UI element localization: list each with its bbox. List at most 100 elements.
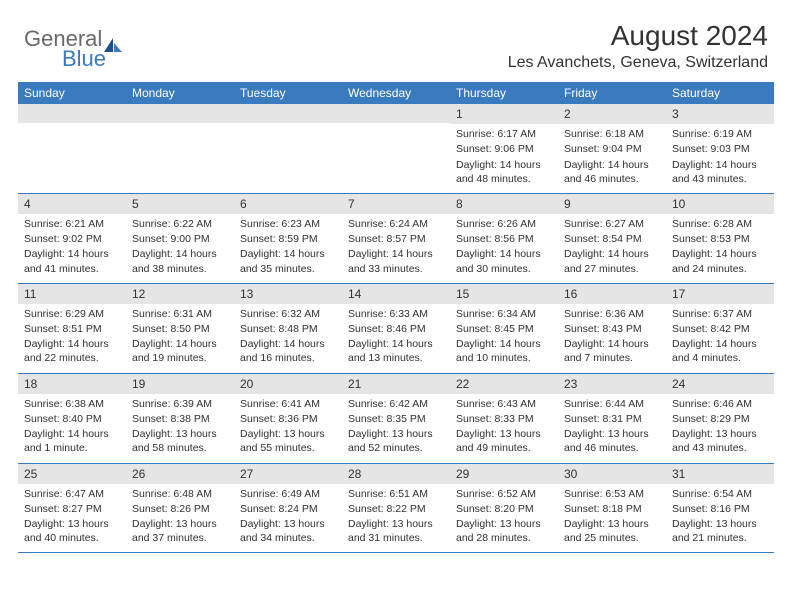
dow-header-cell: Sunday bbox=[18, 82, 126, 104]
day-number: 13 bbox=[234, 284, 342, 304]
calendar-day-cell: 16Sunrise: 6:36 AMSunset: 8:43 PMDayligh… bbox=[558, 284, 666, 373]
daylight-text: Daylight: 14 hours and 38 minutes. bbox=[132, 247, 228, 275]
sunset-text: Sunset: 8:36 PM bbox=[240, 412, 336, 426]
sunset-text: Sunset: 9:03 PM bbox=[672, 142, 768, 156]
calendar-week-row: 25Sunrise: 6:47 AMSunset: 8:27 PMDayligh… bbox=[18, 464, 774, 554]
calendar-day-cell: 28Sunrise: 6:51 AMSunset: 8:22 PMDayligh… bbox=[342, 464, 450, 553]
sunrise-text: Sunrise: 6:29 AM bbox=[24, 307, 120, 321]
day-details: Sunrise: 6:34 AMSunset: 8:45 PMDaylight:… bbox=[450, 304, 558, 373]
day-number bbox=[18, 104, 126, 123]
day-number: 31 bbox=[666, 464, 774, 484]
calendar-day-cell: 3Sunrise: 6:19 AMSunset: 9:03 PMDaylight… bbox=[666, 104, 774, 193]
calendar-day-cell: 21Sunrise: 6:42 AMSunset: 8:35 PMDayligh… bbox=[342, 374, 450, 463]
location-subtitle: Les Avanchets, Geneva, Switzerland bbox=[508, 54, 768, 72]
daylight-text: Daylight: 14 hours and 7 minutes. bbox=[564, 337, 660, 365]
sunrise-text: Sunrise: 6:51 AM bbox=[348, 487, 444, 501]
day-details: Sunrise: 6:24 AMSunset: 8:57 PMDaylight:… bbox=[342, 214, 450, 283]
daylight-text: Daylight: 13 hours and 52 minutes. bbox=[348, 427, 444, 455]
day-number: 9 bbox=[558, 194, 666, 214]
sunrise-text: Sunrise: 6:18 AM bbox=[564, 127, 660, 141]
day-details: Sunrise: 6:36 AMSunset: 8:43 PMDaylight:… bbox=[558, 304, 666, 373]
sunset-text: Sunset: 8:40 PM bbox=[24, 412, 120, 426]
calendar-day-cell: 12Sunrise: 6:31 AMSunset: 8:50 PMDayligh… bbox=[126, 284, 234, 373]
sunset-text: Sunset: 9:06 PM bbox=[456, 142, 552, 156]
calendar-day-cell: 31Sunrise: 6:54 AMSunset: 8:16 PMDayligh… bbox=[666, 464, 774, 553]
calendar-day-cell bbox=[342, 104, 450, 193]
daylight-text: Daylight: 14 hours and 30 minutes. bbox=[456, 247, 552, 275]
sunset-text: Sunset: 8:56 PM bbox=[456, 232, 552, 246]
sunrise-text: Sunrise: 6:52 AM bbox=[456, 487, 552, 501]
sunset-text: Sunset: 8:53 PM bbox=[672, 232, 768, 246]
sunrise-text: Sunrise: 6:54 AM bbox=[672, 487, 768, 501]
day-number bbox=[126, 104, 234, 123]
day-number: 11 bbox=[18, 284, 126, 304]
calendar-day-cell: 1Sunrise: 6:17 AMSunset: 9:06 PMDaylight… bbox=[450, 104, 558, 193]
calendar-day-cell: 10Sunrise: 6:28 AMSunset: 8:53 PMDayligh… bbox=[666, 194, 774, 283]
sunrise-text: Sunrise: 6:42 AM bbox=[348, 397, 444, 411]
day-of-week-header: SundayMondayTuesdayWednesdayThursdayFrid… bbox=[18, 82, 774, 104]
daylight-text: Daylight: 13 hours and 40 minutes. bbox=[24, 517, 120, 545]
calendar-table: SundayMondayTuesdayWednesdayThursdayFrid… bbox=[18, 82, 774, 553]
calendar-week-row: 1Sunrise: 6:17 AMSunset: 9:06 PMDaylight… bbox=[18, 104, 774, 194]
day-details: Sunrise: 6:32 AMSunset: 8:48 PMDaylight:… bbox=[234, 304, 342, 373]
sunrise-text: Sunrise: 6:31 AM bbox=[132, 307, 228, 321]
day-details: Sunrise: 6:43 AMSunset: 8:33 PMDaylight:… bbox=[450, 394, 558, 463]
sunrise-text: Sunrise: 6:41 AM bbox=[240, 397, 336, 411]
daylight-text: Daylight: 14 hours and 13 minutes. bbox=[348, 337, 444, 365]
month-title: August 2024 bbox=[508, 20, 768, 52]
sunset-text: Sunset: 8:35 PM bbox=[348, 412, 444, 426]
day-number: 5 bbox=[126, 194, 234, 214]
daylight-text: Daylight: 14 hours and 22 minutes. bbox=[24, 337, 120, 365]
calendar-day-cell bbox=[126, 104, 234, 193]
calendar-week-row: 4Sunrise: 6:21 AMSunset: 9:02 PMDaylight… bbox=[18, 194, 774, 284]
day-details: Sunrise: 6:49 AMSunset: 8:24 PMDaylight:… bbox=[234, 484, 342, 553]
day-number: 14 bbox=[342, 284, 450, 304]
day-number: 28 bbox=[342, 464, 450, 484]
daylight-text: Daylight: 14 hours and 19 minutes. bbox=[132, 337, 228, 365]
calendar-day-cell: 17Sunrise: 6:37 AMSunset: 8:42 PMDayligh… bbox=[666, 284, 774, 373]
sunrise-text: Sunrise: 6:47 AM bbox=[24, 487, 120, 501]
day-number: 1 bbox=[450, 104, 558, 124]
sunrise-text: Sunrise: 6:22 AM bbox=[132, 217, 228, 231]
logo-sail-icon bbox=[103, 38, 123, 52]
sunrise-text: Sunrise: 6:39 AM bbox=[132, 397, 228, 411]
sunset-text: Sunset: 8:20 PM bbox=[456, 502, 552, 516]
day-number: 26 bbox=[126, 464, 234, 484]
day-details: Sunrise: 6:51 AMSunset: 8:22 PMDaylight:… bbox=[342, 484, 450, 553]
calendar-day-cell bbox=[18, 104, 126, 193]
sunset-text: Sunset: 8:33 PM bbox=[456, 412, 552, 426]
day-details: Sunrise: 6:27 AMSunset: 8:54 PMDaylight:… bbox=[558, 214, 666, 283]
day-number: 3 bbox=[666, 104, 774, 124]
sunset-text: Sunset: 8:43 PM bbox=[564, 322, 660, 336]
daylight-text: Daylight: 14 hours and 35 minutes. bbox=[240, 247, 336, 275]
sunset-text: Sunset: 8:54 PM bbox=[564, 232, 660, 246]
day-details: Sunrise: 6:31 AMSunset: 8:50 PMDaylight:… bbox=[126, 304, 234, 373]
calendar-day-cell bbox=[234, 104, 342, 193]
day-details: Sunrise: 6:47 AMSunset: 8:27 PMDaylight:… bbox=[18, 484, 126, 553]
calendar-day-cell: 14Sunrise: 6:33 AMSunset: 8:46 PMDayligh… bbox=[342, 284, 450, 373]
day-number: 12 bbox=[126, 284, 234, 304]
sunrise-text: Sunrise: 6:17 AM bbox=[456, 127, 552, 141]
sunset-text: Sunset: 8:24 PM bbox=[240, 502, 336, 516]
day-details: Sunrise: 6:52 AMSunset: 8:20 PMDaylight:… bbox=[450, 484, 558, 553]
sunset-text: Sunset: 8:51 PM bbox=[24, 322, 120, 336]
calendar-day-cell: 19Sunrise: 6:39 AMSunset: 8:38 PMDayligh… bbox=[126, 374, 234, 463]
day-number: 19 bbox=[126, 374, 234, 394]
sunrise-text: Sunrise: 6:48 AM bbox=[132, 487, 228, 501]
sunrise-text: Sunrise: 6:49 AM bbox=[240, 487, 336, 501]
day-number: 6 bbox=[234, 194, 342, 214]
day-details: Sunrise: 6:22 AMSunset: 9:00 PMDaylight:… bbox=[126, 214, 234, 283]
calendar-day-cell: 15Sunrise: 6:34 AMSunset: 8:45 PMDayligh… bbox=[450, 284, 558, 373]
calendar-day-cell: 5Sunrise: 6:22 AMSunset: 9:00 PMDaylight… bbox=[126, 194, 234, 283]
day-number: 25 bbox=[18, 464, 126, 484]
day-details: Sunrise: 6:38 AMSunset: 8:40 PMDaylight:… bbox=[18, 394, 126, 463]
day-number: 22 bbox=[450, 374, 558, 394]
daylight-text: Daylight: 13 hours and 46 minutes. bbox=[564, 427, 660, 455]
day-number: 16 bbox=[558, 284, 666, 304]
sunrise-text: Sunrise: 6:37 AM bbox=[672, 307, 768, 321]
sunrise-text: Sunrise: 6:21 AM bbox=[24, 217, 120, 231]
day-details: Sunrise: 6:23 AMSunset: 8:59 PMDaylight:… bbox=[234, 214, 342, 283]
daylight-text: Daylight: 13 hours and 37 minutes. bbox=[132, 517, 228, 545]
daylight-text: Daylight: 13 hours and 43 minutes. bbox=[672, 427, 768, 455]
sunset-text: Sunset: 9:00 PM bbox=[132, 232, 228, 246]
